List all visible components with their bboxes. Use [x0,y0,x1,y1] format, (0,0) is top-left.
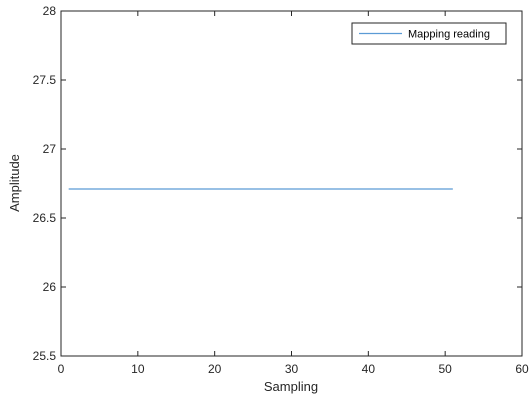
x-tick-label: 10 [131,362,145,376]
legend: Mapping reading [351,22,507,45]
x-tick-label: 20 [208,362,222,376]
x-axis: 0 10 20 30 40 50 60 [58,11,529,376]
legend-label: Mapping reading [408,29,490,41]
y-tick-label: 26 [43,280,57,294]
y-tick-label: 25.5 [33,349,57,363]
y-axis: 25.5 26 26.5 27 27.5 28 [33,4,522,363]
x-tick-label: 40 [362,362,376,376]
x-axis-title: Sampling [264,379,318,394]
plot-area [60,10,523,357]
legend-box [351,22,507,45]
y-axis-title: Amplitude [7,154,22,212]
y-tick-label: 27 [43,142,57,156]
y-tick-label: 26.5 [33,211,57,225]
x-tick-label: 50 [438,362,452,376]
x-tick-label: 0 [58,362,65,376]
y-tick-label: 27.5 [33,73,57,87]
x-tick-label: 30 [285,362,299,376]
y-tick-label: 28 [43,4,57,18]
x-tick-label: 60 [515,362,529,376]
